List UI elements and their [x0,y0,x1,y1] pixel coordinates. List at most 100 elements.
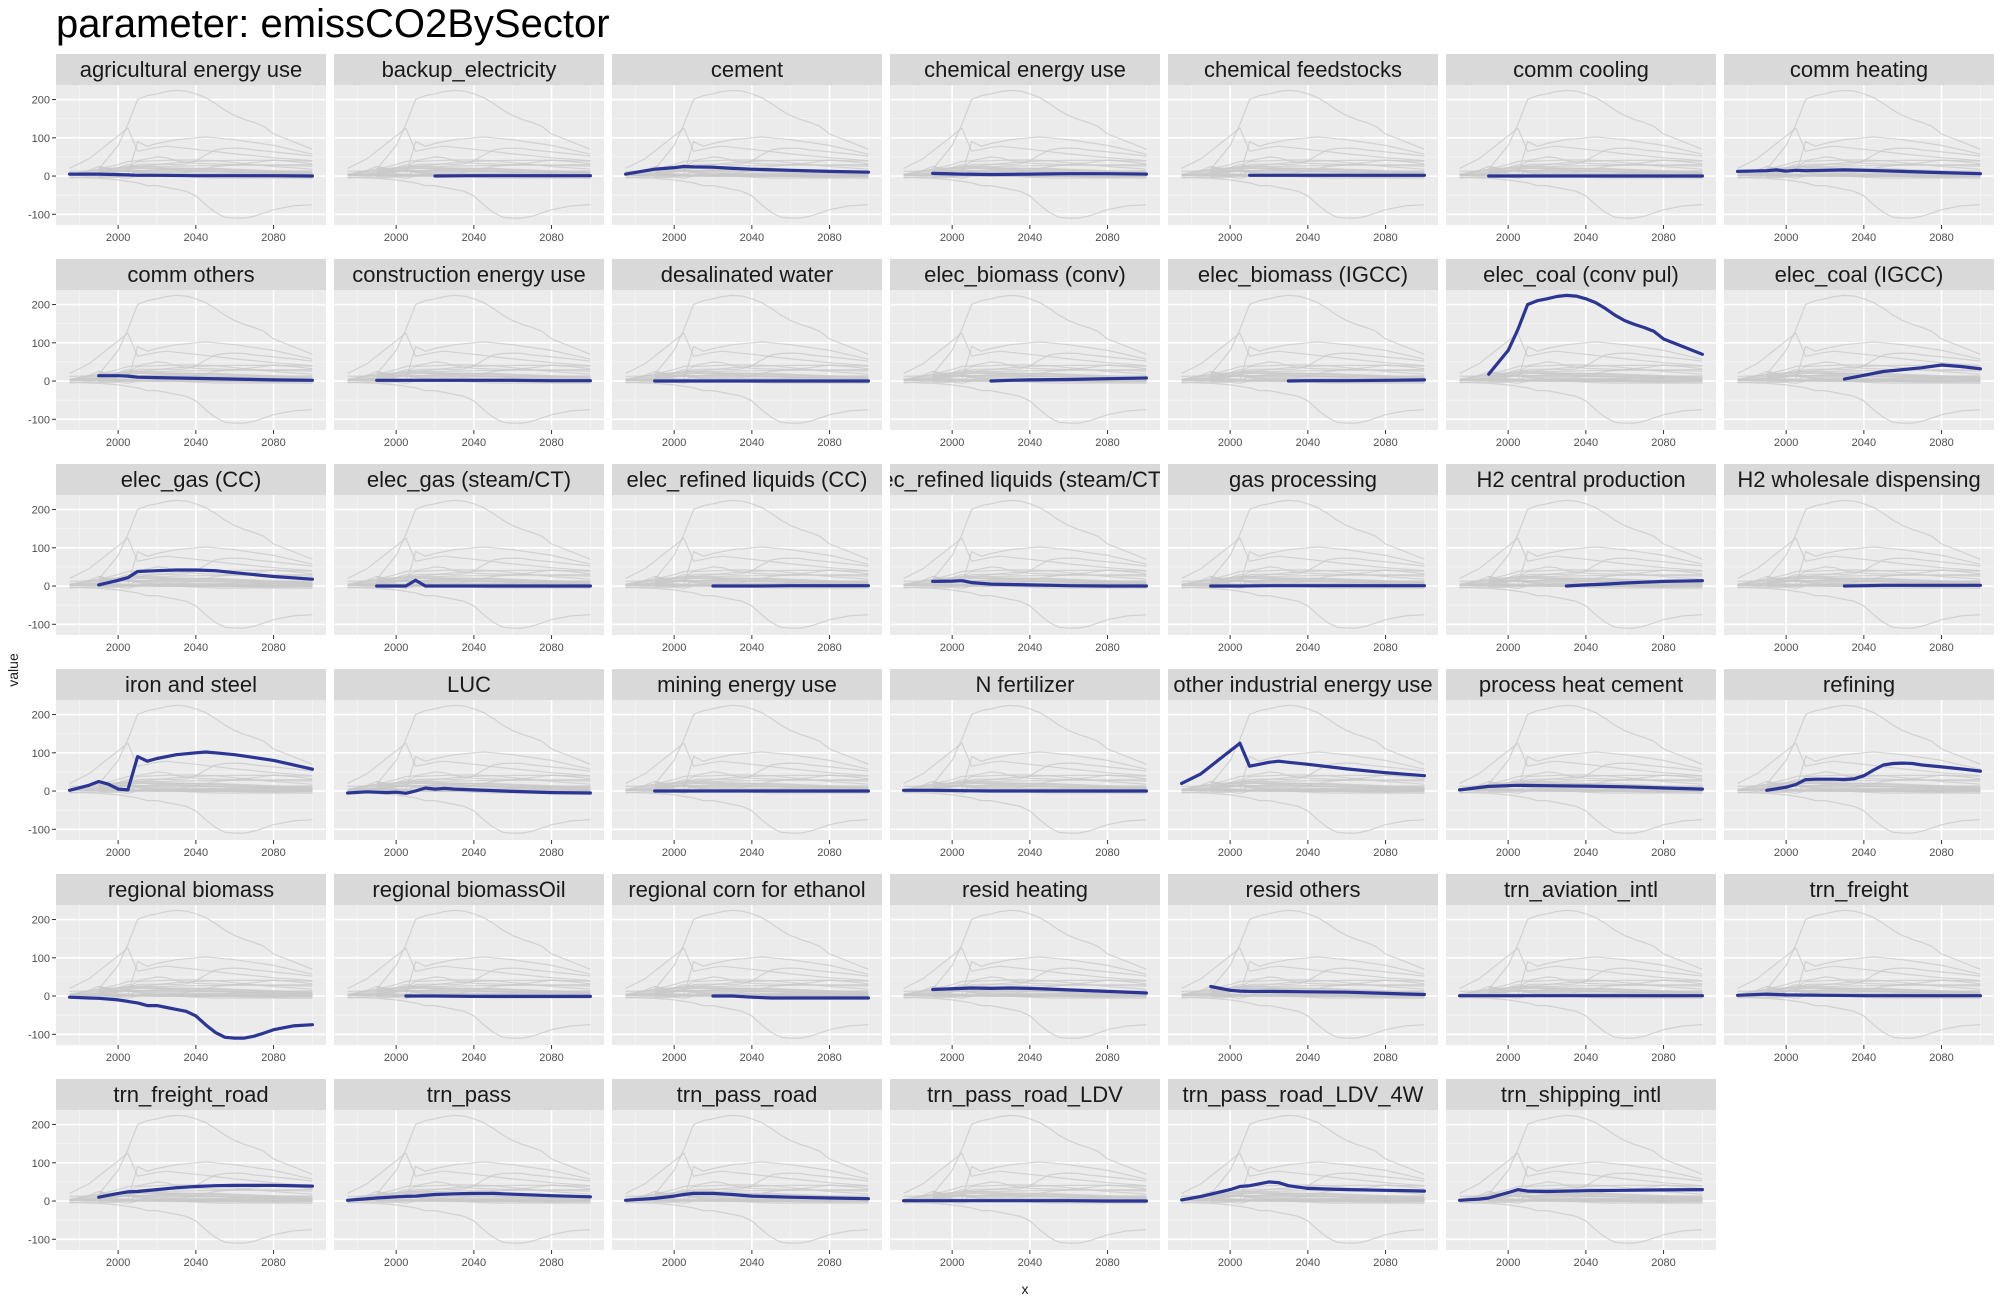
facet-strip [1446,464,1716,495]
x-tick-label: 2000 [106,437,130,449]
background-series-line [1766,577,1981,584]
series-line [67,172,314,178]
background-series-line [654,352,869,381]
background-series-line [1488,89,1703,170]
background-series-line [98,774,313,788]
background-series-line [903,573,1147,586]
x-tick-label: 2080 [261,1052,285,1064]
panel-background [612,85,882,225]
facet-label: process heat cement [1479,672,1683,697]
background-series-line [69,947,313,989]
facet-strip [890,54,1160,85]
background-series [69,909,313,1039]
background-series-line [932,557,1147,586]
x-tick-label: 2080 [1929,642,1953,654]
background-series-line [1181,577,1425,586]
facet-panel: elec_gas (CC) -100 0 100 200 2000 2040 2080 [28,464,326,654]
background-series-line [376,774,591,788]
series-line [1286,378,1427,383]
background-series-line [1181,791,1425,834]
background-series-line [1181,156,1425,176]
background-series-line [625,1181,869,1201]
background-series-line [1488,979,1703,993]
background-series-line [1737,742,1981,784]
x-tick-label: 2080 [1373,1052,1397,1064]
facet-label: chemical feedstocks [1204,57,1402,82]
background-series-line [1459,1152,1703,1194]
background-series-line [1488,557,1703,586]
facet-label: trn_freight_road [113,1082,268,1107]
facet-strip [1168,1079,1438,1110]
background-series-line [1210,352,1425,381]
background-series-line [1766,352,1981,381]
x-tick-label: 2000 [1218,232,1242,244]
background-series-line [654,147,869,176]
background-series-line [347,372,591,381]
series-line [1209,984,1427,997]
background-series-line [1488,967,1703,996]
x-tick-label: 2000 [1218,1257,1242,1269]
x-tick-label: 2000 [106,1257,130,1269]
background-series-line [347,176,591,219]
background-series-line [1181,332,1425,374]
x-tick-label: 2080 [1095,847,1119,859]
y-tick-label: 100 [32,133,50,145]
background-series-line [376,557,591,586]
x-tick-label: 2000 [1774,437,1798,449]
background-series-line [1766,364,1981,378]
background-series-line [1181,368,1425,381]
y-tick-label: -100 [28,1234,50,1246]
facet-label: mining energy use [657,672,837,697]
background-series-line [69,742,313,784]
facet-label: trn_freight [1809,877,1908,902]
panel-background [1446,700,1716,840]
background-series-line [1210,762,1425,791]
background-series-line [1459,742,1703,784]
background-series-line [654,987,869,994]
facet-panel: resid others 2000 2040 2080 [1168,874,1438,1064]
background-series-line [1210,704,1425,785]
background-series-line [625,1152,869,1194]
facet-panel: mining energy use 2000 2040 2080 [612,669,882,859]
background-series-line [1181,771,1425,791]
panel-background [1724,290,1994,430]
background-series-line [1737,771,1981,791]
x-tick-label: 2080 [1651,1052,1675,1064]
background-series-line [1766,967,1981,996]
background-series-line [654,499,869,580]
background-series-line [1488,352,1703,381]
facet-strip [56,54,326,85]
background-series-line [903,1181,1147,1201]
x-tick-label: 2000 [940,1052,964,1064]
background-series-line [1737,163,1981,176]
facet-label: regional biomass [108,877,274,902]
background-series-line [654,364,869,378]
facet-panel: trn_pass_road_LDV 2000 2040 2080 [890,1079,1160,1269]
background-series-line [1459,566,1703,586]
x-tick-label: 2040 [1018,642,1042,654]
panel-background [890,290,1160,430]
facet-panel: elec_coal (conv pul) 2000 2040 2080 [1446,259,1716,449]
background-series-line [625,573,869,586]
background-series-line [347,1201,591,1244]
facet-panel: process heat cement 2000 2040 2080 [1446,669,1716,859]
background-series-line [1181,947,1425,989]
panel-background [334,1110,604,1250]
background-series-line [69,332,313,374]
x-tick-label: 2040 [184,1257,208,1269]
background-series-line [1181,167,1425,176]
facet-strip [612,259,882,290]
x-tick-label: 2040 [184,642,208,654]
background-series-line [625,586,869,629]
background-series-line [376,987,591,994]
series-line [1179,1180,1427,1202]
background-series-line [903,771,1147,791]
background-series-line [1459,156,1703,176]
facet-label: ec_refined liquids (steam/CT) [881,467,1168,492]
background-series-line [376,979,591,993]
facet-strip [612,54,882,85]
facet-label: resid heating [962,877,1088,902]
x-tick-label: 2080 [1929,437,1953,449]
facet-label: iron and steel [125,672,257,697]
